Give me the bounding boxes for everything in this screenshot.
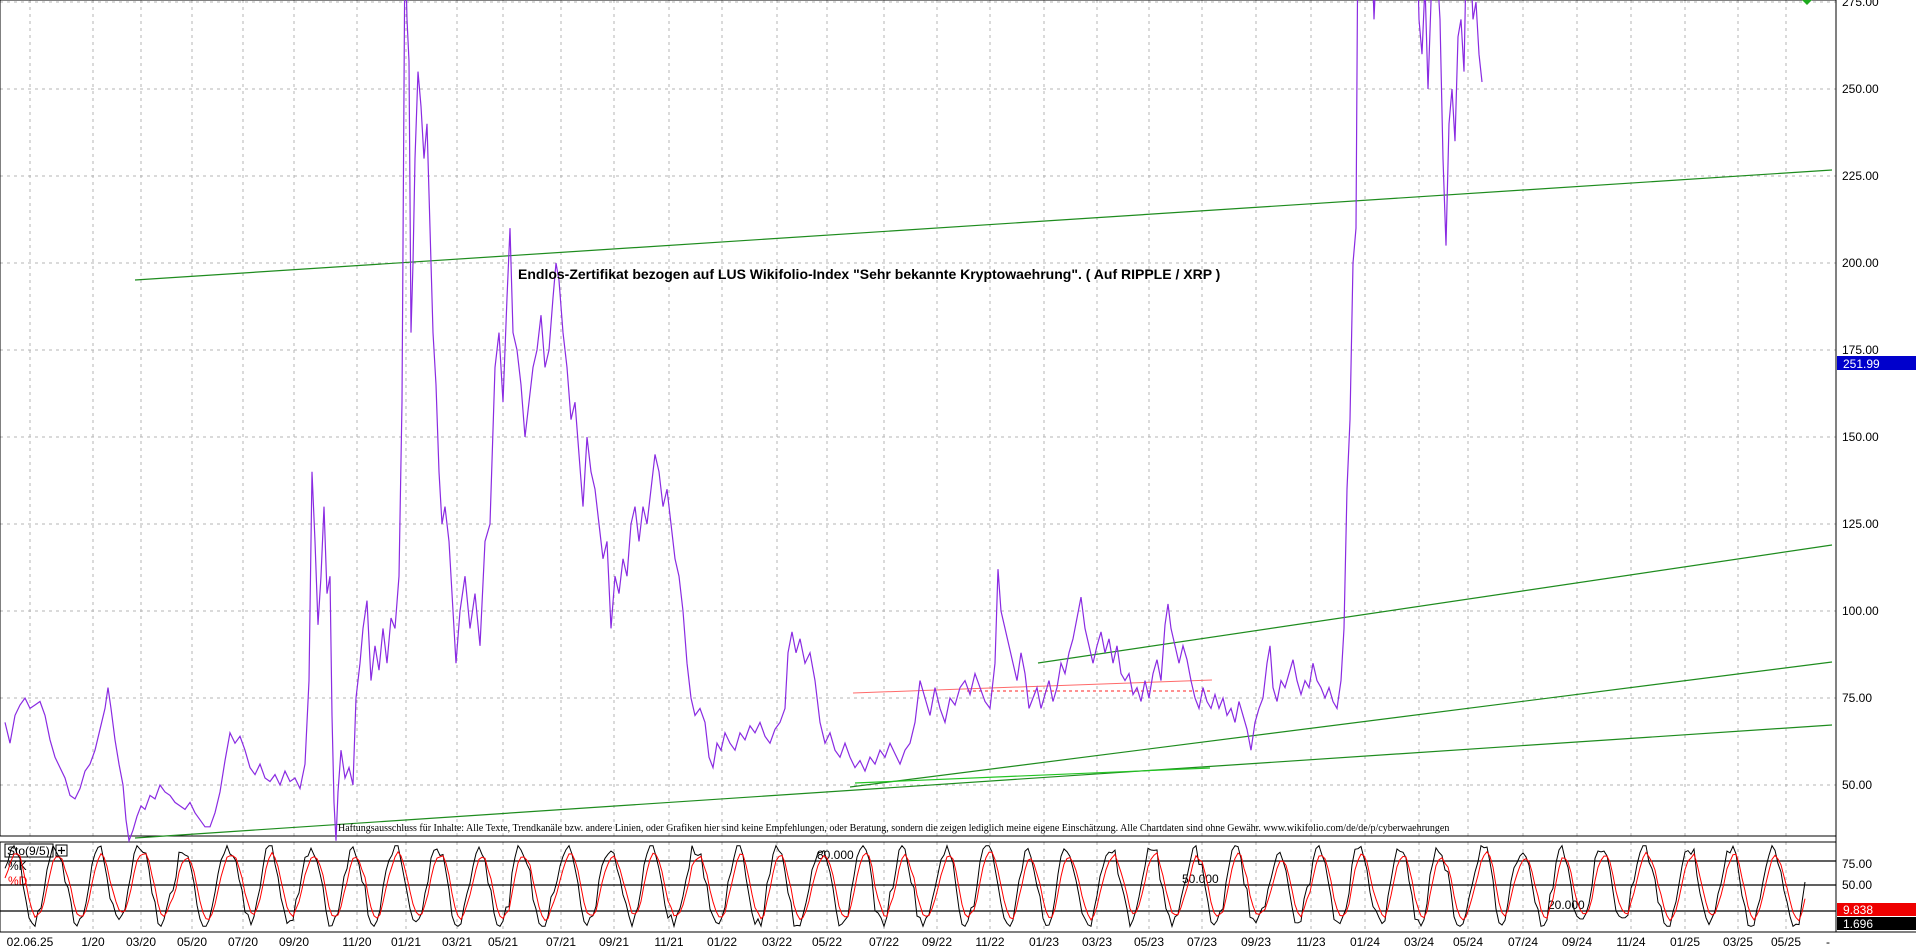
series-k-line	[4, 844, 1806, 929]
x-tick-label: 03/22	[762, 935, 792, 948]
x-tick-label: 03/24	[1404, 935, 1434, 948]
x-tick-label: 11/21	[654, 935, 683, 948]
y-tick-label: 275.00	[1842, 0, 1879, 9]
x-tick-label: 07/20	[228, 935, 258, 948]
x-tick-label: 01/21	[391, 935, 421, 948]
y-tick-label: 225.00	[1842, 169, 1879, 183]
chart-title: Endlos-Zertifikat bezogen auf LUS Wikifo…	[518, 266, 1220, 282]
x-tick-label: 11/20	[342, 935, 371, 948]
trendline-upper-channel	[134, 169, 1833, 281]
x-tick-label: 07/24	[1508, 935, 1538, 948]
y-axis: 400.00375.00350.00325.00300.00275.00250.…	[1842, 0, 1879, 792]
x-tick-label: 09/23	[1241, 935, 1271, 948]
x-tick-label: 05/23	[1134, 935, 1164, 948]
scroll-right-icon[interactable]: -	[1826, 935, 1830, 948]
y-tick-label: 100.00	[1842, 604, 1879, 618]
stochastic-tick-50: 50.00	[1842, 878, 1872, 892]
x-tick-label: 05/21	[488, 935, 518, 948]
trend-lines	[134, 169, 1833, 839]
stochastic-grid	[29, 842, 1787, 932]
last-price-badge	[1837, 356, 1916, 370]
x-tick-label: 03/20	[126, 935, 156, 948]
x-tick-label: 09/20	[279, 935, 309, 948]
legend-k: %K	[8, 859, 27, 873]
trendline-support-1	[849, 661, 1833, 788]
x-tick-label: 09/21	[599, 935, 629, 948]
x-tick-label: 05/20	[177, 935, 207, 948]
x-tick-label: 01/25	[1670, 935, 1700, 948]
stochastic-tick-75: 75.00	[1842, 857, 1872, 871]
x-tick-label: 01/24	[1350, 935, 1380, 948]
x-tick-label: 1/20	[81, 935, 105, 948]
y-tick-label: 175.00	[1842, 343, 1879, 357]
series-price-line	[4, 0, 1483, 844]
trendline-short-base	[854, 767, 1211, 784]
x-tick-label: 02.06.25	[7, 935, 54, 948]
red-resistance-line	[852, 679, 1213, 694]
x-tick-label: 09/22	[922, 935, 952, 948]
level-50-label: 50.000	[1182, 872, 1219, 886]
x-tick-label: 11/23	[1296, 935, 1325, 948]
y-tick-label: 200.00	[1842, 256, 1879, 270]
x-tick-label: 01/23	[1029, 935, 1059, 948]
x-tick-label: 05/25	[1771, 935, 1801, 948]
y-tick-label: 150.00	[1842, 430, 1879, 444]
disclaimer-text: Haftungsausschluss für Inhalte: Alle Tex…	[338, 823, 1449, 834]
plus-icon	[58, 847, 65, 854]
level-80-label: 80.000	[817, 848, 854, 862]
y-tick-label: 250.00	[1842, 82, 1879, 96]
y-tick-label: 75.00	[1842, 691, 1872, 705]
x-tick-label: 11/22	[975, 935, 1004, 948]
x-axis: 02.06.25 1/20 03/20 05/20 07/20 09/20 11/20 01/…	[7, 935, 1802, 948]
d-value-label: 1.696	[1843, 917, 1873, 931]
stochastic-panel-frame	[0, 841, 1837, 933]
x-tick-label: 03/21	[442, 935, 472, 948]
main-panel-frame	[0, 0, 1837, 837]
up-arrow-marker-icon	[1802, 0, 1812, 5]
series-d-line	[4, 850, 1806, 922]
x-tick-label: 05/22	[812, 935, 842, 948]
trendline-long-support	[134, 724, 1833, 839]
y-tick-label: 50.00	[1842, 778, 1872, 792]
x-tick-label: 09/24	[1562, 935, 1592, 948]
x-tick-label: 03/25	[1723, 935, 1753, 948]
x-tick-label: 07/21	[546, 935, 576, 948]
x-tick-label: 03/23	[1082, 935, 1112, 948]
x-tick-label: 05/24	[1453, 935, 1483, 948]
main-grid	[0, 0, 1836, 836]
trendline-mid-channel	[1037, 544, 1833, 664]
x-tick-label: 01/22	[707, 935, 737, 948]
d-value-badge	[1837, 917, 1916, 930]
x-tick-label: 11/24	[1616, 935, 1645, 948]
last-price-label: 251.99	[1843, 357, 1880, 371]
x-tick-label: 07/22	[869, 935, 899, 948]
k-value-badge	[1837, 903, 1916, 916]
x-tick-label: 07/23	[1187, 935, 1217, 948]
k-value-label: 9.838	[1843, 903, 1873, 917]
y-tick-label: 125.00	[1842, 517, 1879, 531]
level-20-label: 20.000	[1548, 898, 1585, 912]
